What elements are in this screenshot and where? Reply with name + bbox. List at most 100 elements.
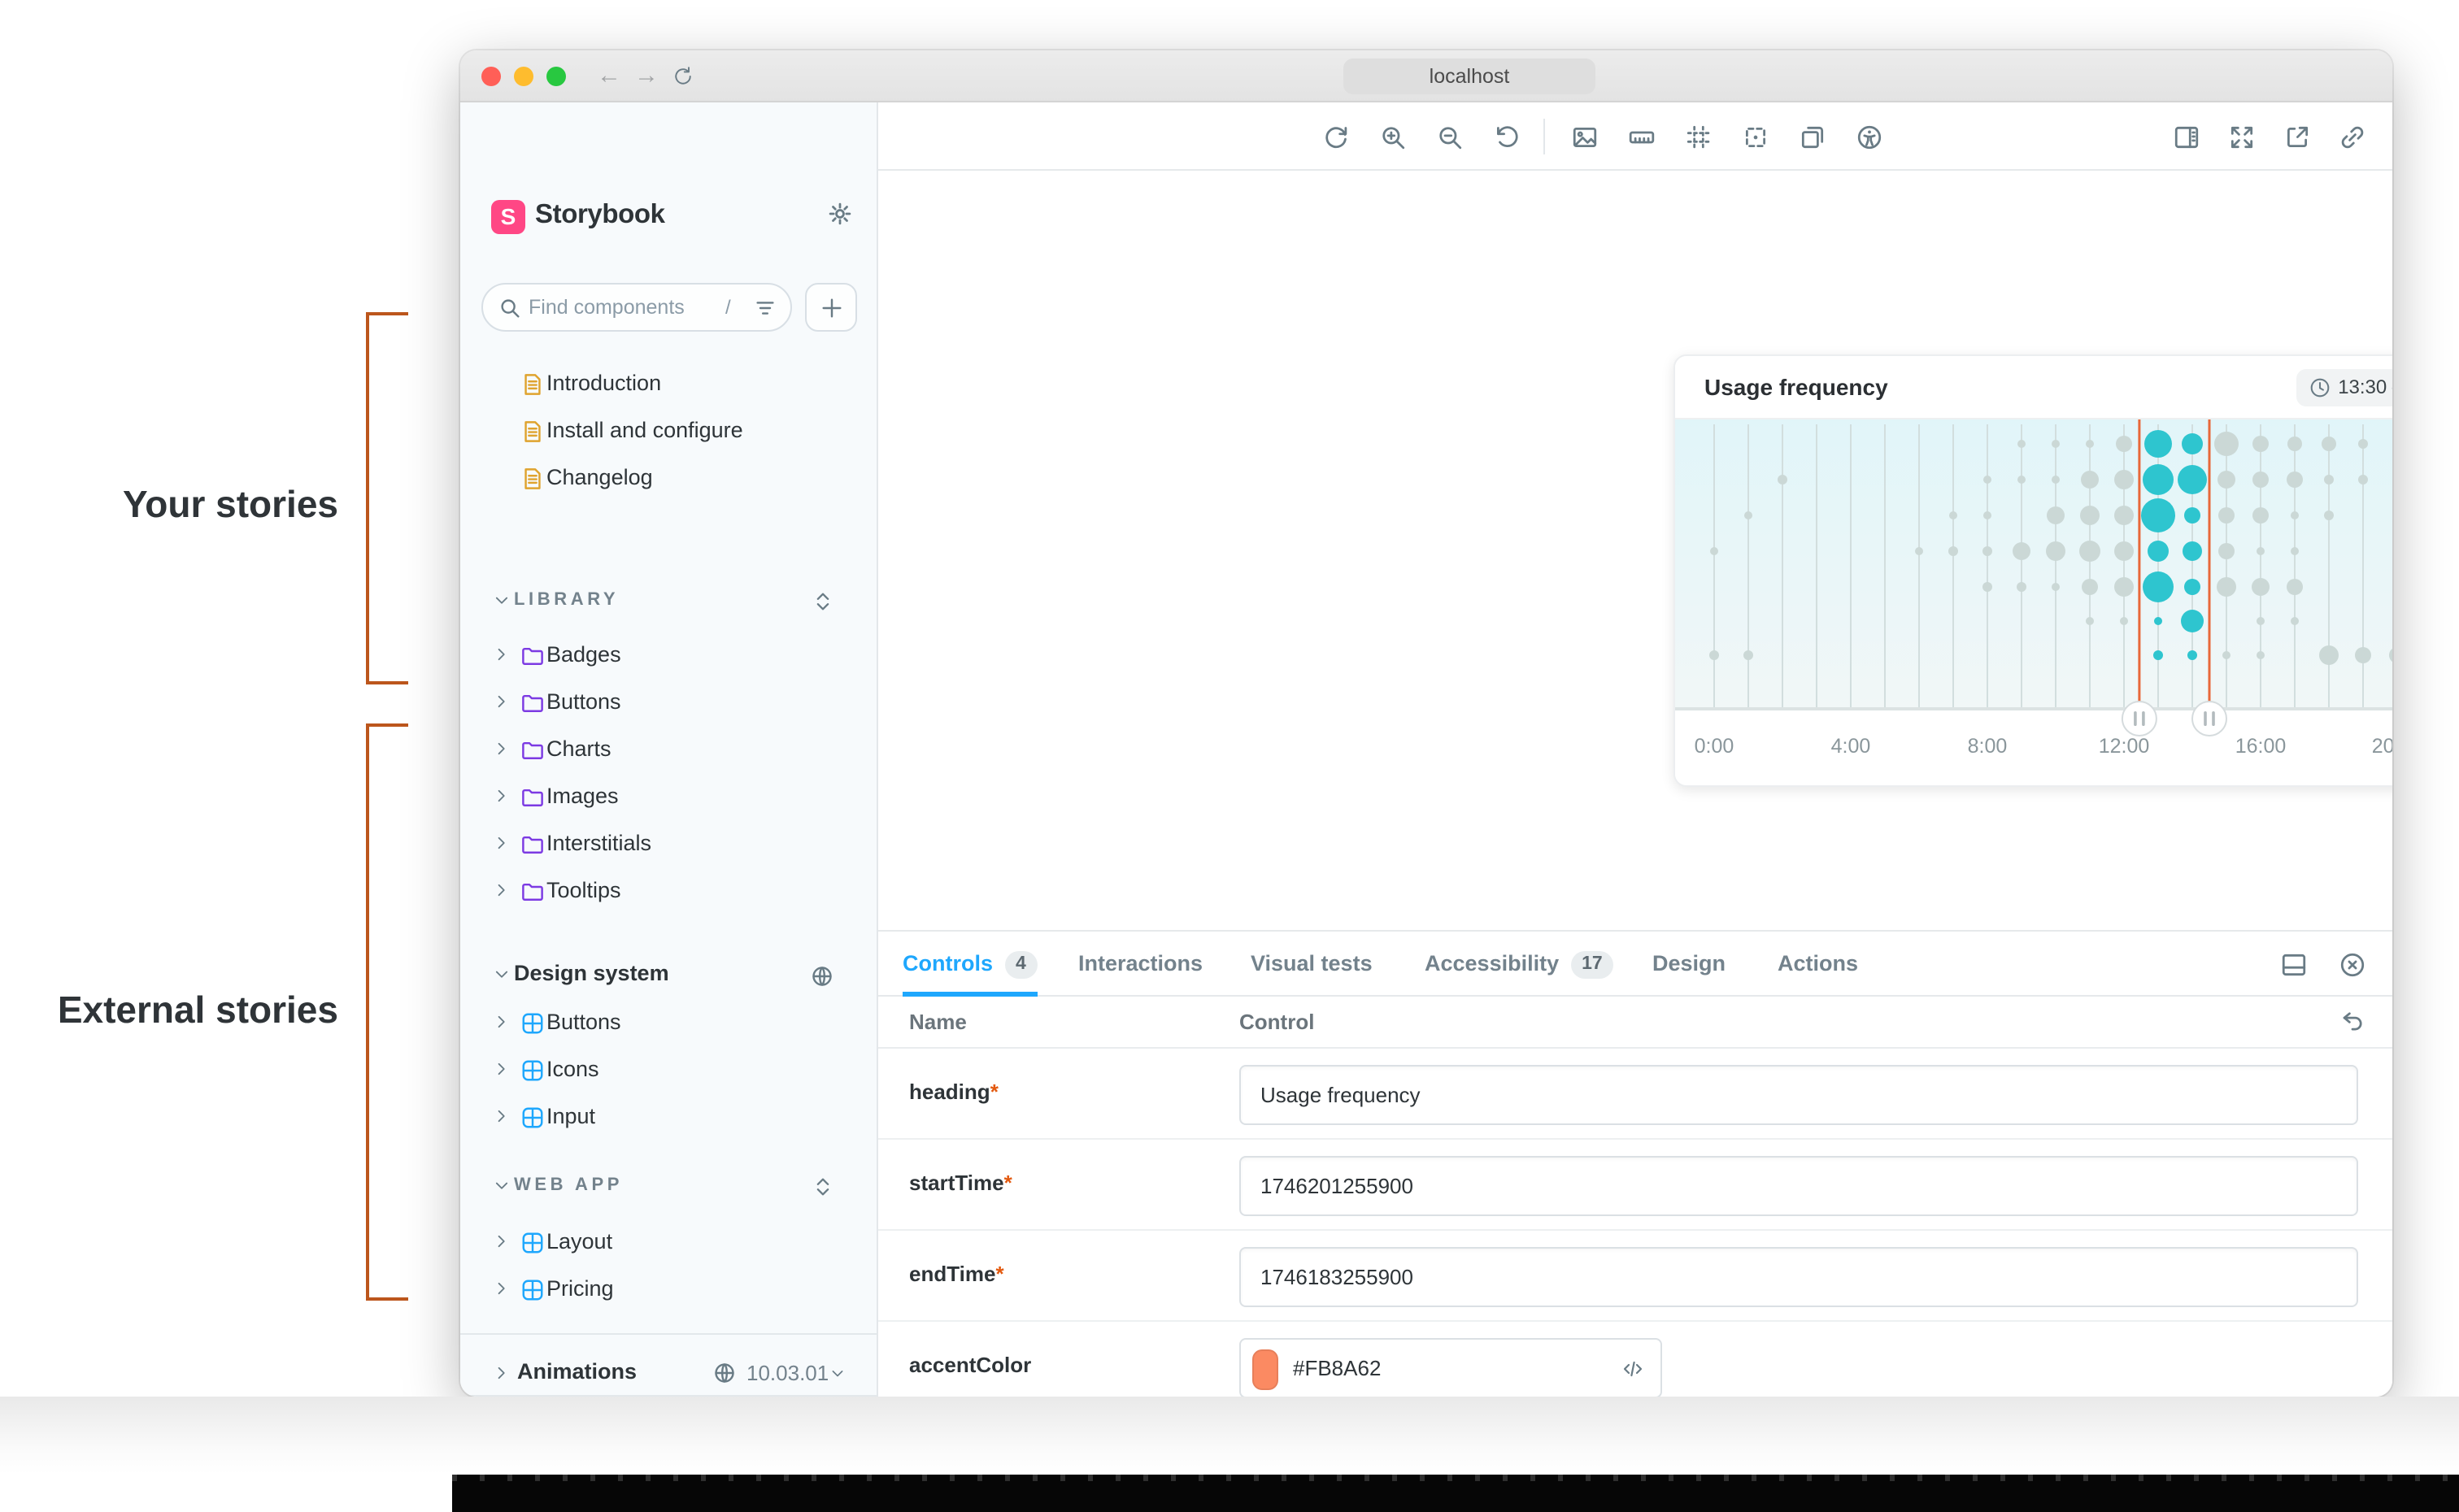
section-web-app[interactable]: WEB APP — [460, 1164, 877, 1210]
forward-icon[interactable]: → — [634, 62, 659, 89]
search-shortcut-hint: / — [725, 296, 731, 319]
chevron-right-icon — [493, 787, 511, 805]
folder-icon — [520, 785, 545, 810]
link-icon[interactable] — [2339, 124, 2366, 151]
control-row-starttime: startTime* — [878, 1140, 2392, 1231]
close-panel-icon[interactable] — [2339, 951, 2366, 979]
chevron-right-icon — [493, 1232, 511, 1250]
accessibility-count-badge: 17 — [1570, 951, 1614, 979]
ref-version[interactable]: 10.03.01 — [746, 1361, 829, 1385]
background-icon[interactable] — [1571, 124, 1599, 151]
open-new-tab-icon[interactable] — [2283, 124, 2311, 151]
minimize-window-button[interactable] — [514, 67, 533, 86]
sidebar-item-install-and-configure[interactable]: Install and configure — [460, 408, 877, 455]
tab-design[interactable]: Design — [1652, 951, 1726, 975]
usage-frequency-chart[interactable]: 0:00 4:00 8:00 12:00 16:00 20:00 — [1675, 419, 2392, 785]
globe-icon — [712, 1361, 737, 1385]
chevron-right-icon — [493, 740, 511, 758]
close-window-button[interactable] — [481, 67, 501, 86]
addons-panel: Controls 4 Interactions Visual tests Acce… — [878, 930, 2392, 1397]
color-value: #FB8A62 — [1293, 1356, 1382, 1380]
component-icon — [520, 1106, 545, 1130]
clock-icon — [2309, 378, 2329, 398]
accessibility-icon[interactable] — [1856, 124, 1883, 151]
tab-interactions[interactable]: Interactions — [1078, 951, 1203, 975]
code-icon[interactable] — [1620, 1356, 1646, 1382]
panel-position-icon[interactable] — [2280, 951, 2308, 979]
back-icon[interactable]: ← — [597, 62, 621, 89]
section-design-system[interactable]: Design system — [460, 953, 877, 998]
fullscreen-icon[interactable] — [2228, 124, 2256, 151]
svg-text:12:00: 12:00 — [2099, 735, 2150, 758]
storybook-sidebar: S Storybook Find components / — [460, 102, 878, 1397]
browser-window: ← → localhost S Storybook — [460, 50, 2392, 1397]
brand-title[interactable]: Storybook — [535, 200, 665, 229]
sidebar-item-changelog[interactable]: Changelog — [460, 455, 877, 502]
expand-collapse-icon[interactable] — [812, 1175, 834, 1198]
sidebar-component-pricing[interactable]: Pricing — [460, 1267, 877, 1314]
chevron-right-icon — [493, 645, 511, 663]
outline-icon[interactable] — [1799, 124, 1826, 151]
chevron-right-icon — [493, 1013, 511, 1031]
section-library[interactable]: LIBRARY — [460, 579, 877, 624]
component-icon — [520, 1011, 545, 1036]
svg-text:20:00: 20:00 — [2372, 735, 2392, 758]
sidebar-folder-buttons[interactable]: Buttons — [460, 680, 877, 727]
reload-icon[interactable] — [672, 65, 694, 88]
sidebar-component-layout[interactable]: Layout — [460, 1219, 877, 1267]
address-bar[interactable]: localhost — [1343, 59, 1595, 94]
gear-icon[interactable] — [826, 200, 854, 228]
sidebar-folder-tooltips[interactable]: Tooltips — [460, 868, 877, 915]
folder-icon — [520, 880, 545, 904]
filmstrip-bar — [452, 1475, 2459, 1512]
folder-icon — [520, 644, 545, 668]
sidebar-component-icons[interactable]: Icons — [460, 1047, 877, 1094]
sidebar-toggle-icon[interactable] — [2173, 124, 2200, 151]
remount-icon[interactable] — [1322, 124, 1350, 151]
sidebar-component-buttons[interactable]: Buttons — [460, 1000, 877, 1047]
sidebar-component-input[interactable]: Input — [460, 1094, 877, 1141]
chevron-right-icon — [493, 693, 511, 710]
sidebar-folder-interstitials[interactable]: Interstitials — [460, 821, 877, 868]
panel-tabs: Controls 4 Interactions Visual tests Acce… — [878, 930, 2392, 997]
accentcolor-control[interactable]: #FB8A62 — [1239, 1338, 1662, 1397]
tab-visual-tests[interactable]: Visual tests — [1251, 951, 1373, 975]
filter-icon[interactable] — [753, 296, 777, 320]
annotation-bracket-your-stories — [366, 312, 408, 684]
chevron-down-icon — [829, 1366, 846, 1382]
sidebar-folder-images[interactable]: Images — [460, 774, 877, 821]
grid-icon[interactable] — [1685, 124, 1713, 151]
ruler-icon[interactable] — [1628, 124, 1656, 151]
chevron-right-icon — [493, 834, 511, 852]
chevron-right-icon — [493, 1364, 511, 1382]
search-input[interactable]: Find components / — [481, 283, 792, 332]
browser-titlebar: ← → localhost — [460, 50, 2392, 102]
zoom-in-icon[interactable] — [1379, 124, 1407, 151]
reset-controls-icon[interactable] — [2339, 1008, 2366, 1036]
control-row-endtime: endTime* — [878, 1231, 2392, 1322]
chart-title: Usage frequency — [1704, 374, 1888, 400]
zoom-window-button[interactable] — [546, 67, 566, 86]
tab-actions[interactable]: Actions — [1778, 951, 1859, 975]
usage-chart-svg: 0:00 4:00 8:00 12:00 16:00 20:00 — [1675, 419, 2392, 785]
starttime-input[interactable] — [1239, 1156, 2358, 1216]
sidebar-ref-animations[interactable]: Animations 10.03.01 — [460, 1351, 877, 1397]
control-row-heading: heading* — [878, 1049, 2392, 1140]
endtime-input[interactable] — [1239, 1247, 2358, 1307]
canvas-toolbar — [878, 102, 2392, 171]
heading-input[interactable] — [1239, 1065, 2358, 1125]
expand-collapse-icon[interactable] — [812, 590, 834, 613]
tab-controls[interactable]: Controls 4 — [903, 932, 1038, 997]
sidebar-item-introduction[interactable]: Introduction — [460, 361, 877, 408]
zoom-out-icon[interactable] — [1436, 124, 1464, 151]
tab-accessibility[interactable]: Accessibility 17 — [1425, 932, 1614, 997]
svg-text:8:00: 8:00 — [1968, 735, 2008, 758]
sidebar-folder-charts[interactable]: Charts — [460, 727, 877, 774]
measure-icon[interactable] — [1742, 124, 1769, 151]
create-story-button[interactable] — [805, 283, 857, 332]
color-swatch[interactable] — [1252, 1349, 1278, 1390]
chevron-right-icon — [493, 881, 511, 899]
zoom-reset-icon[interactable] — [1493, 124, 1521, 151]
sidebar-folder-badges[interactable]: Badges — [460, 632, 877, 680]
